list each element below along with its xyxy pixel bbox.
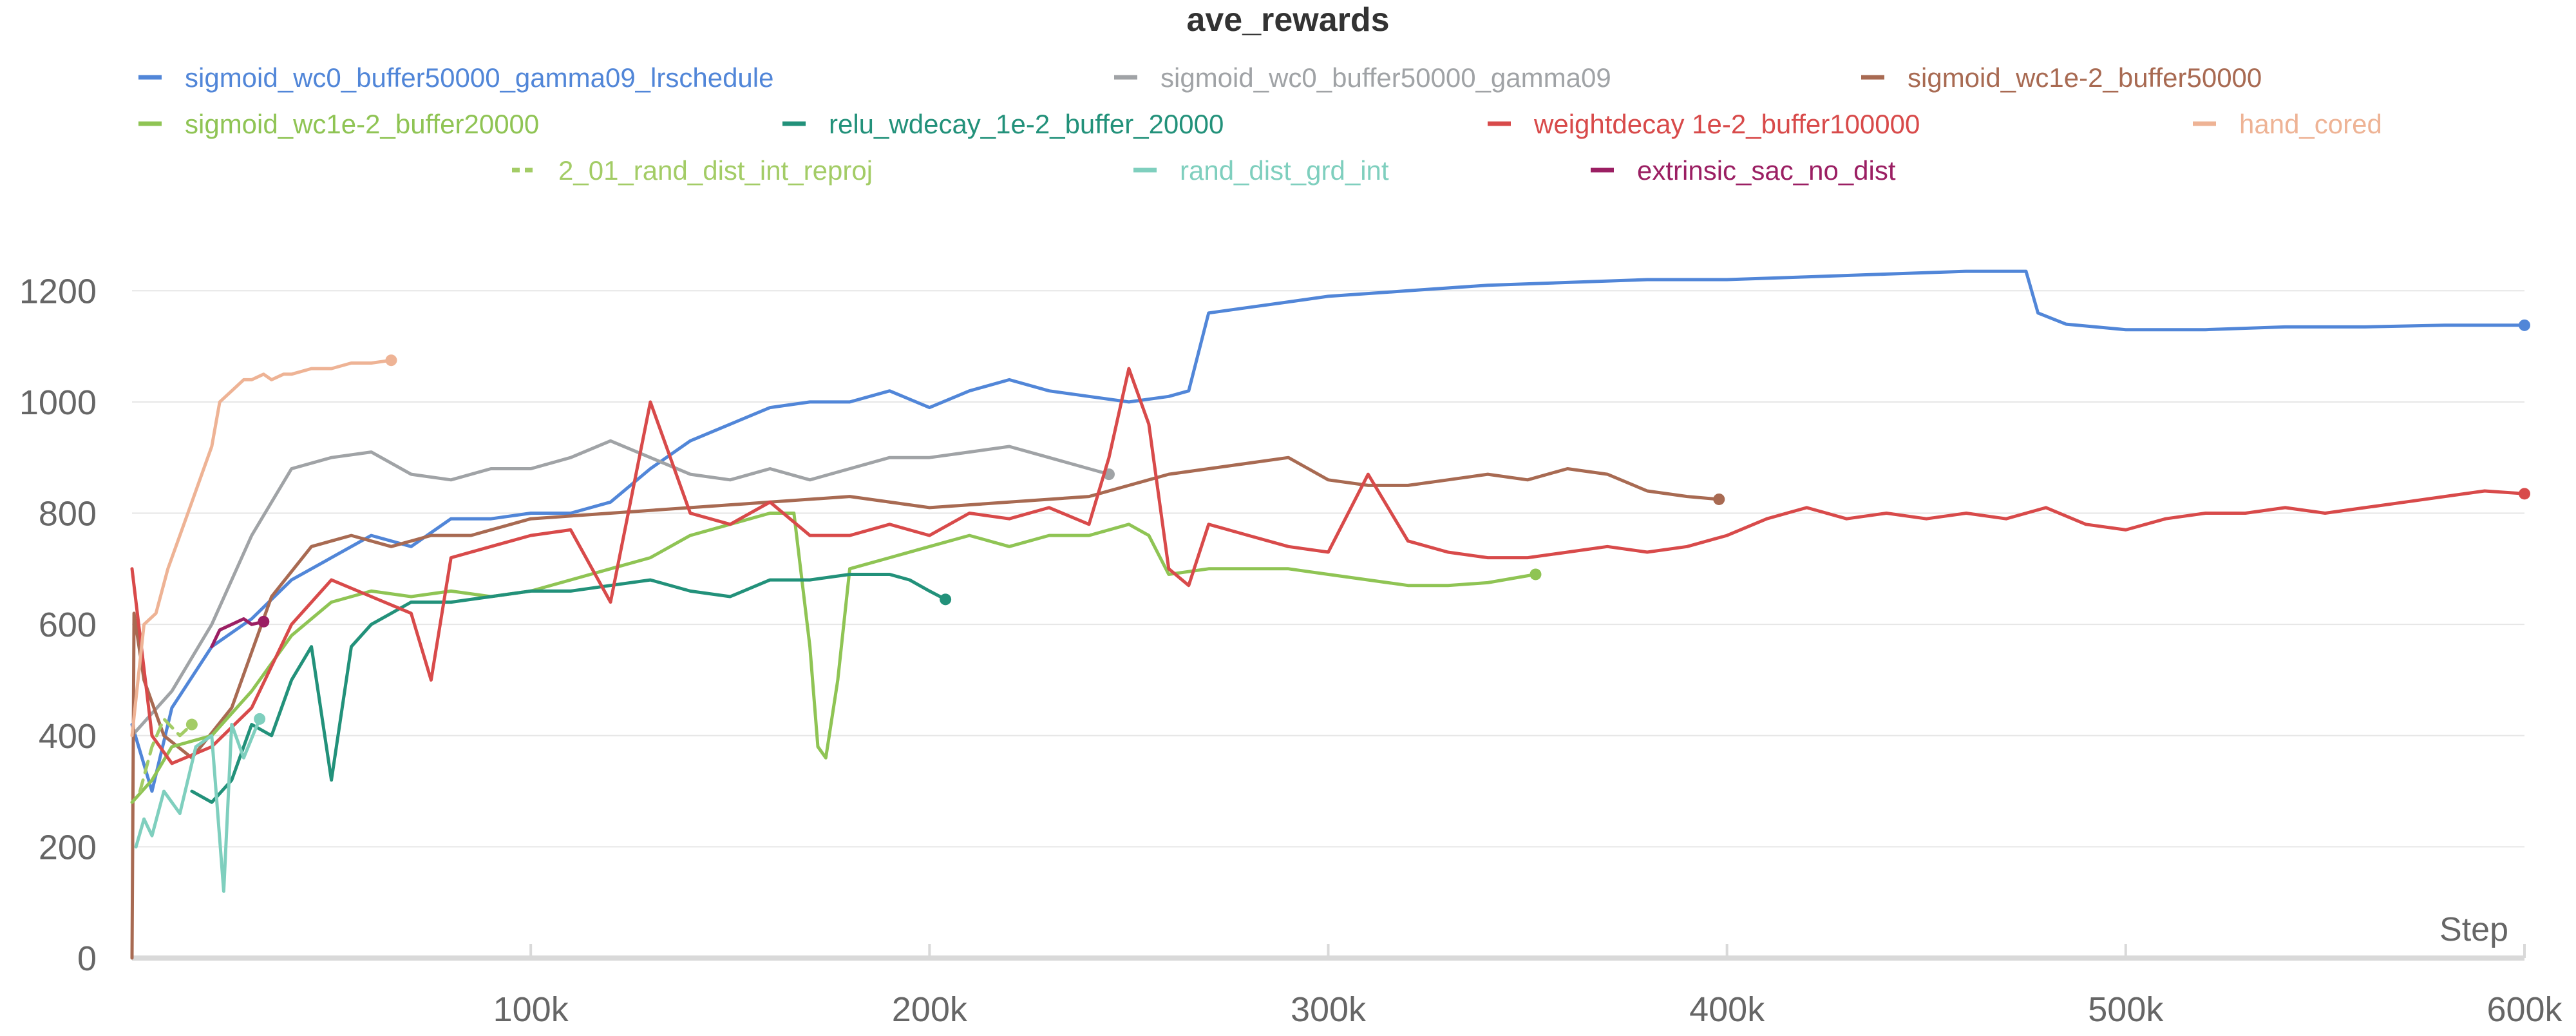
x-tick-label: 400k (1689, 990, 1765, 1029)
legend-item: sigmoid_wc1e-2_buffer20000 (185, 109, 539, 139)
series-line-4 (190, 573, 947, 804)
x-tick-label: 500k (2088, 990, 2164, 1029)
y-tick-label: 400 (39, 717, 97, 756)
y-tick-label: 200 (39, 828, 97, 867)
chart-title: ave_rewards (1186, 1, 1390, 39)
series-line-2 (130, 456, 1721, 960)
series-line-9 (210, 617, 265, 649)
series-line-8 (134, 717, 261, 893)
x-tick-label: 200k (892, 990, 968, 1029)
y-tick-label: 1000 (19, 383, 97, 422)
series-end-point-7 (185, 718, 198, 731)
y-tick-label: 1200 (19, 272, 97, 311)
series-end-point-6 (385, 354, 397, 367)
series-line-0 (130, 269, 2526, 793)
series-line-3 (130, 512, 1537, 804)
legend: sigmoid_wc0_buffer50000_gamma09_lrschedu… (138, 62, 2382, 186)
legend-item: sigmoid_wc1e-2_buffer50000 (1908, 62, 2262, 93)
series-lines (130, 269, 2530, 960)
y-tick-label: 0 (77, 939, 97, 978)
grid (132, 290, 2524, 848)
x-tick-label: 300k (1291, 990, 1367, 1029)
legend-item: 2_01_rand_dist_int_reproj (558, 155, 873, 186)
series-line-7 (138, 717, 194, 793)
series-end-point-4 (940, 593, 952, 606)
series-end-point-3 (1530, 568, 1542, 580)
x-axis: 100k 200k 300k 400k 500k 600k (132, 944, 2563, 1029)
y-tick-label: 600 (39, 606, 97, 644)
x-tick-label: 600k (2486, 990, 2562, 1029)
series-line-6 (130, 358, 393, 738)
series-end-point-9 (258, 615, 270, 628)
series-end-point-8 (254, 713, 266, 725)
series-line-5 (130, 367, 2526, 765)
legend-item: hand_cored (2239, 109, 2382, 139)
legend-item: sigmoid_wc0_buffer50000_gamma09 (1160, 62, 1611, 93)
y-tick-label: 800 (39, 495, 97, 533)
x-axis-label: Step (2439, 911, 2508, 948)
series-end-point-5 (2519, 488, 2530, 500)
x-tick-label: 100k (493, 990, 569, 1029)
legend-item: sigmoid_wc0_buffer50000_gamma09_lrschedu… (185, 62, 773, 93)
series-end-point-2 (1713, 493, 1725, 505)
legend-item: extrinsic_sac_no_dist (1637, 155, 1896, 186)
series-end-point-0 (2519, 319, 2530, 331)
legend-item: rand_dist_grd_int (1180, 155, 1389, 186)
series-line-1 (130, 439, 1111, 738)
legend-item: weightdecay 1e-2_buffer100000 (1533, 109, 1920, 139)
legend-item: relu_wdecay_1e-2_buffer_20000 (829, 109, 1224, 139)
y-axis: 0 200 400 600 800 1000 1200 (19, 272, 97, 978)
